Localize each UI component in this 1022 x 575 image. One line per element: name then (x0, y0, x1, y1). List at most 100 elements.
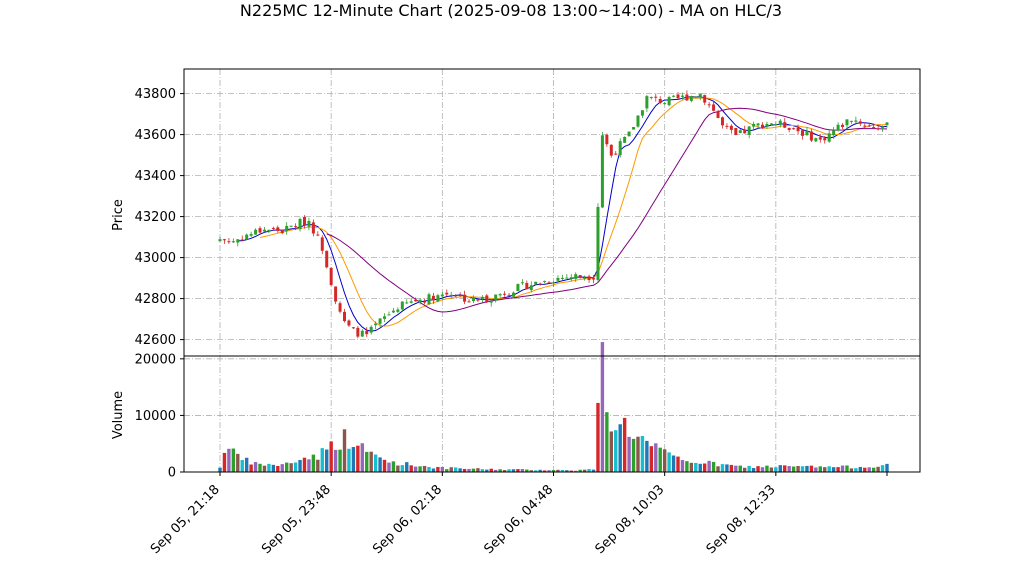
volume-bar (449, 467, 453, 472)
volume-bar (849, 468, 854, 472)
volume-bar (520, 469, 525, 472)
volume-bar (365, 451, 369, 472)
candle-body (418, 299, 422, 303)
candle-body (832, 130, 836, 136)
volume-axis-label: Volume (111, 391, 126, 439)
volume-bar (231, 448, 236, 472)
volume-bar (356, 445, 360, 472)
candle-body (449, 294, 453, 296)
volume-bar (293, 462, 298, 472)
volume-bar (378, 457, 382, 472)
volume-bar (871, 467, 876, 472)
volume-bar (791, 466, 796, 472)
candle-body (872, 127, 876, 129)
candle-body (267, 229, 271, 232)
chart-title: N225MC 12-Minute Chart (2025-09-08 13:00… (240, 1, 782, 20)
volume-tick-label: 10000 (135, 409, 176, 424)
volume-bar (694, 462, 698, 472)
candle-body (374, 323, 378, 326)
candle-body (787, 128, 791, 130)
volume-bar (596, 402, 600, 472)
candle-body (383, 316, 387, 319)
volume-bar (662, 449, 667, 472)
candle-body (236, 239, 240, 243)
candle-body (769, 123, 773, 125)
volume-bar (302, 457, 307, 472)
candle-body (592, 278, 596, 280)
candle-body (774, 124, 778, 126)
price-tick-label: 43400 (135, 169, 176, 184)
volume-bar (578, 469, 582, 472)
volume-bar (614, 430, 618, 472)
volume-bar (369, 451, 373, 472)
x-tick-label: Sep 05, 23:48 (259, 482, 334, 557)
candle-body (334, 286, 338, 302)
volume-bar (538, 469, 542, 472)
volume-bar (796, 466, 800, 472)
volume-bar (863, 467, 867, 472)
volume-bar (244, 457, 249, 472)
candle-body (729, 125, 733, 130)
candle-body (569, 277, 573, 279)
candle-body (609, 144, 613, 156)
candle-body (427, 294, 431, 305)
candle-body (396, 309, 400, 312)
volume-bar (511, 469, 516, 472)
volume-bar (689, 462, 694, 472)
candle-body (596, 206, 600, 280)
volume-bar (427, 466, 431, 472)
volume-bar (400, 465, 405, 472)
volume-bar (880, 465, 885, 472)
volume-bar (453, 467, 458, 472)
volume-bar (556, 469, 560, 472)
candle-body (556, 277, 560, 281)
volume-bar (574, 470, 578, 472)
volume-bar (222, 452, 227, 472)
volume-bar (387, 462, 391, 472)
volume-bar (685, 461, 689, 472)
volume-bar (827, 466, 831, 472)
volume-bar (720, 464, 725, 472)
volume-bar (725, 464, 729, 472)
volume-bar (618, 424, 622, 472)
candle-body (858, 121, 862, 124)
candle-body (574, 274, 578, 279)
volume-bar (756, 466, 760, 472)
volume-bar (591, 469, 596, 472)
candle-body (351, 327, 355, 329)
volume-bar (645, 440, 649, 472)
price-tick-label: 43800 (135, 87, 176, 102)
volume-bar (778, 465, 782, 472)
candle-body (511, 292, 515, 297)
candle-body (218, 239, 222, 242)
candle-body (680, 95, 684, 97)
candle-body (796, 127, 800, 132)
volume-bar (560, 470, 565, 472)
candle-body (823, 138, 827, 141)
volume-bar (409, 465, 413, 472)
volume-bar (600, 342, 605, 472)
candle-body (423, 301, 427, 303)
candle-body (445, 292, 449, 295)
volume-bar (631, 438, 636, 472)
candle-body (654, 96, 658, 98)
volume-bar (854, 468, 858, 472)
volume-bar (760, 467, 765, 472)
candle-body (262, 229, 266, 232)
volume-bar (436, 466, 440, 472)
candle-body (658, 98, 662, 103)
candle-body (672, 95, 676, 97)
candle-body (414, 299, 418, 302)
price-y-ticks: 42600 42800 43000 43200 43400 43600 43800 (135, 87, 184, 348)
volume-bar (480, 469, 485, 472)
volume-bar (716, 466, 720, 472)
candle-body (458, 295, 462, 297)
candle-body (431, 295, 435, 301)
volume-bar (285, 462, 289, 472)
candle-body (227, 241, 231, 243)
candle-body (338, 303, 342, 312)
price-tick-label: 43000 (135, 251, 176, 266)
volume-bar (502, 470, 507, 472)
volume-bar (671, 455, 676, 472)
